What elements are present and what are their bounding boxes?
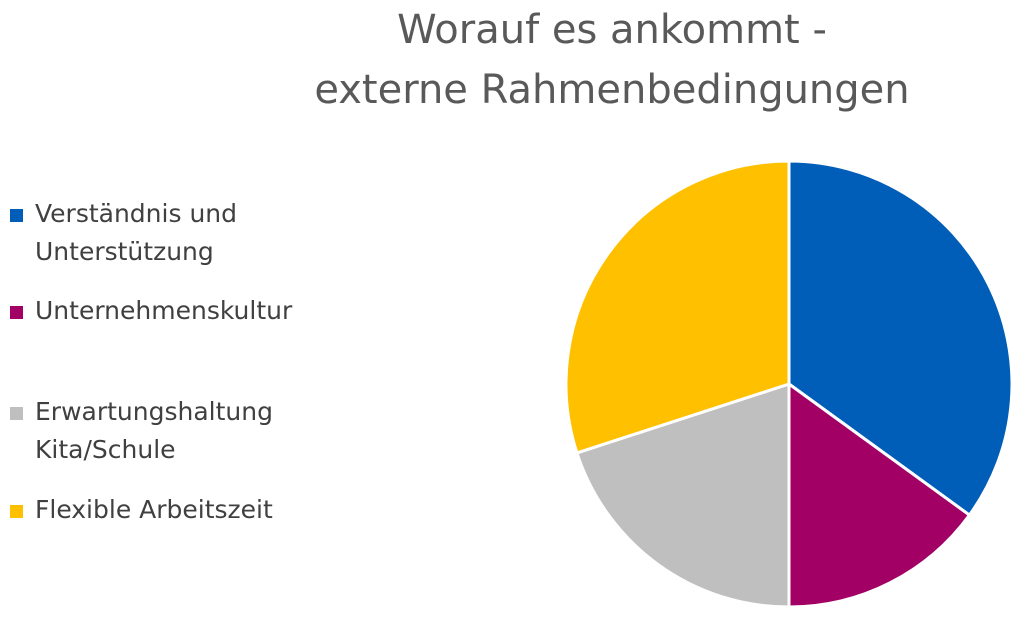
pie-chart — [564, 159, 1014, 609]
legend-label-flexible-arbeitszeit: Flexible Arbeitszeit — [35, 495, 273, 524]
chart-title-line-1: Worauf es ankommt - — [397, 7, 827, 53]
legend-swatch-flexible-arbeitszeit — [10, 505, 23, 518]
legend-label-erwartungshaltung-line-1: Erwartungshaltung — [35, 397, 273, 426]
legend-label-unternehmenskultur: Unternehmenskultur — [35, 296, 293, 325]
pie-slice-erwartungshaltung — [575, 382, 791, 609]
legend-swatch-verstaendnis — [10, 209, 23, 222]
pie-slice-unternehmenskultur — [787, 382, 971, 609]
legend-swatch-unternehmenskultur — [10, 306, 23, 319]
pie-slice-verstaendnis — [787, 159, 1014, 517]
chart-title-line-2: externe Rahmenbedingungen — [314, 67, 910, 113]
pie-slice-flexible-arbeitszeit — [564, 159, 791, 455]
legend-swatch-erwartungshaltung — [10, 407, 23, 420]
legend-label-erwartungshaltung-line-2: Kita/Schule — [35, 435, 176, 464]
legend-label-verstaendnis-line-2: Unterstützung — [35, 237, 214, 266]
legend: Verständnis und Unterstützung Unternehme… — [0, 0, 340, 618]
legend-label-verstaendnis-line-1: Verständnis und — [35, 199, 238, 228]
